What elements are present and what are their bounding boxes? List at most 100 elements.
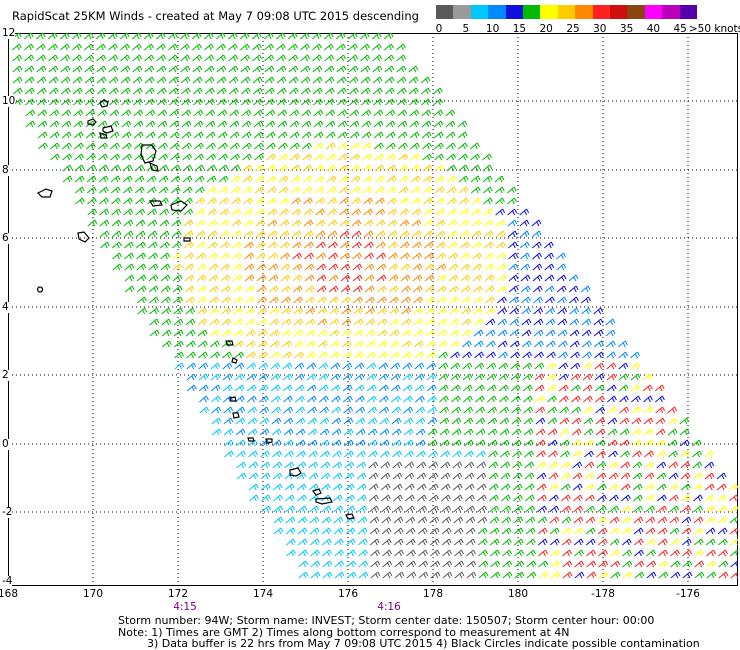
wind-barb <box>209 329 220 337</box>
wind-barb <box>681 494 691 502</box>
wind-barb <box>548 472 559 480</box>
wind-barb <box>401 329 412 337</box>
wind-barb <box>206 186 217 194</box>
wind-barb <box>631 417 642 425</box>
wind-barb <box>122 175 133 183</box>
wind-barb <box>535 428 546 436</box>
wind-barb <box>488 450 498 458</box>
wind-barb <box>582 351 592 359</box>
wind-barb <box>536 461 547 469</box>
wind-barb <box>197 340 208 348</box>
wind-barb <box>608 472 619 480</box>
wind-barb <box>409 109 420 117</box>
wind-barb <box>217 131 228 139</box>
wind-barb <box>111 230 122 238</box>
wind-barb <box>365 307 376 315</box>
wind-barb <box>373 142 384 150</box>
wind-barb <box>180 76 191 84</box>
wind-barb <box>508 263 519 271</box>
wind-barb <box>597 538 608 546</box>
wind-barb <box>365 329 376 337</box>
wind-barb <box>449 296 459 304</box>
wind-barb <box>414 362 425 370</box>
wind-barb <box>412 252 422 260</box>
wind-barb <box>346 571 357 579</box>
wind-barb <box>221 318 232 326</box>
wind-barb <box>656 483 667 491</box>
wind-barb <box>223 428 234 436</box>
wind-barb <box>394 560 405 568</box>
wind-barb <box>255 241 266 249</box>
wind-barb <box>380 483 391 491</box>
wind-barb <box>436 285 447 293</box>
wind-barb <box>608 461 619 469</box>
wind-barb <box>339 208 350 216</box>
wind-barb <box>313 98 323 106</box>
wind-barb <box>596 472 607 480</box>
wind-barb <box>231 208 242 216</box>
wind-barb <box>241 142 252 150</box>
wind-barb <box>433 109 444 117</box>
wind-barb <box>595 406 606 414</box>
wind-barb <box>376 274 387 282</box>
wind-barb <box>716 472 727 480</box>
wind-barb <box>475 428 486 436</box>
wind-barb <box>391 395 401 403</box>
wind-barb <box>48 54 59 62</box>
wind-barb <box>559 395 569 403</box>
wind-barb <box>716 483 727 491</box>
wind-barb <box>135 230 146 238</box>
wind-barb <box>511 406 522 414</box>
wind-barb <box>729 505 738 513</box>
wind-barb <box>173 318 184 326</box>
wind-barb <box>375 219 386 227</box>
wind-barb <box>507 241 518 249</box>
wind-barb <box>450 384 461 392</box>
wind-barb <box>252 87 263 95</box>
wind-barb <box>338 186 349 194</box>
wind-barb <box>280 285 291 293</box>
wind-barb <box>278 164 289 172</box>
wind-barb <box>385 120 396 128</box>
wind-barb <box>320 483 331 491</box>
wind-barb <box>313 142 324 150</box>
wind-barb <box>681 505 692 513</box>
wind-barb <box>205 142 216 150</box>
wind-barb <box>161 340 172 348</box>
wind-barb <box>99 197 109 205</box>
lat-label: 8 <box>2 164 9 176</box>
wind-barb <box>319 395 329 403</box>
wind-barb <box>454 549 464 557</box>
wind-barb <box>400 263 411 271</box>
wind-barb <box>295 406 306 414</box>
wind-barb <box>292 252 302 260</box>
wind-barb <box>49 109 60 117</box>
wind-barb <box>448 285 459 293</box>
wind-barb <box>85 98 95 106</box>
scale-label: 10 <box>485 23 500 35</box>
wind-barb <box>357 505 368 513</box>
wind-barb <box>234 373 245 381</box>
wind-barb <box>452 483 463 491</box>
wind-barb <box>74 164 85 172</box>
wind-barb <box>571 395 581 403</box>
wind-barb <box>729 538 738 546</box>
wind-barb <box>211 417 222 425</box>
wind-barb <box>220 263 231 271</box>
wind-barb <box>222 351 232 359</box>
wind-barb <box>619 428 630 436</box>
wind-barb <box>61 98 71 106</box>
wind-barb <box>296 461 307 469</box>
wind-barb <box>245 340 256 348</box>
wind-barb <box>108 54 119 62</box>
wind-barb <box>333 527 344 535</box>
wind-barb <box>356 483 367 491</box>
wind-barb <box>498 362 509 370</box>
wind-barb <box>60 76 71 84</box>
wind-barb <box>427 439 438 447</box>
wind-barb <box>111 197 121 205</box>
wind-barb <box>293 296 303 304</box>
wind-barb <box>680 472 691 480</box>
wind-barb <box>605 329 616 337</box>
wind-barb <box>170 153 180 161</box>
